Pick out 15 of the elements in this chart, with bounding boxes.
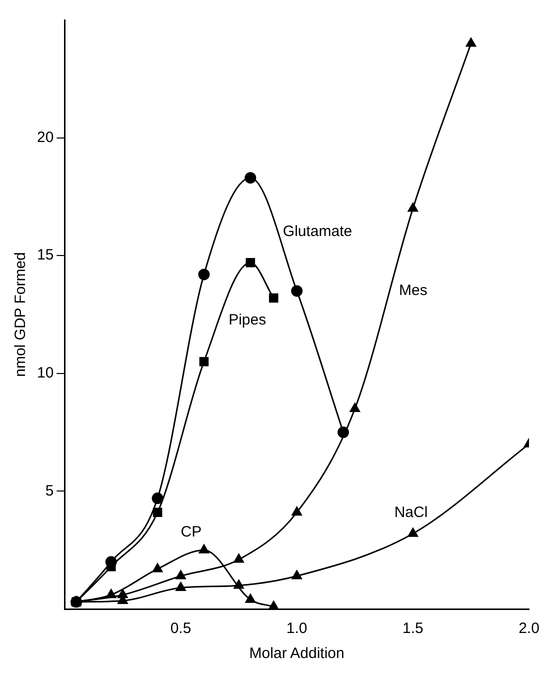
y-tick-label: 5 (45, 482, 54, 500)
series-label: CP (180, 524, 202, 541)
series-label: Glutamate (282, 223, 352, 240)
y-tick-label: 20 (36, 128, 54, 146)
x-tick-label: 2.0 (518, 620, 540, 638)
y-axis-title: nmol GDP Formed (12, 252, 30, 377)
x-axis-title: Molar Addition (249, 645, 344, 662)
y-tick-label: 10 (36, 364, 54, 382)
series-label: NaCl (394, 504, 428, 522)
x-tick-label: 1.0 (286, 620, 308, 638)
y-tick-label: 15 (36, 246, 54, 264)
x-tick-label: 0.5 (170, 620, 192, 638)
series-label: Pipes (228, 312, 266, 329)
series-label: Mes (398, 282, 428, 300)
x-tick-label: 1.5 (402, 620, 424, 638)
